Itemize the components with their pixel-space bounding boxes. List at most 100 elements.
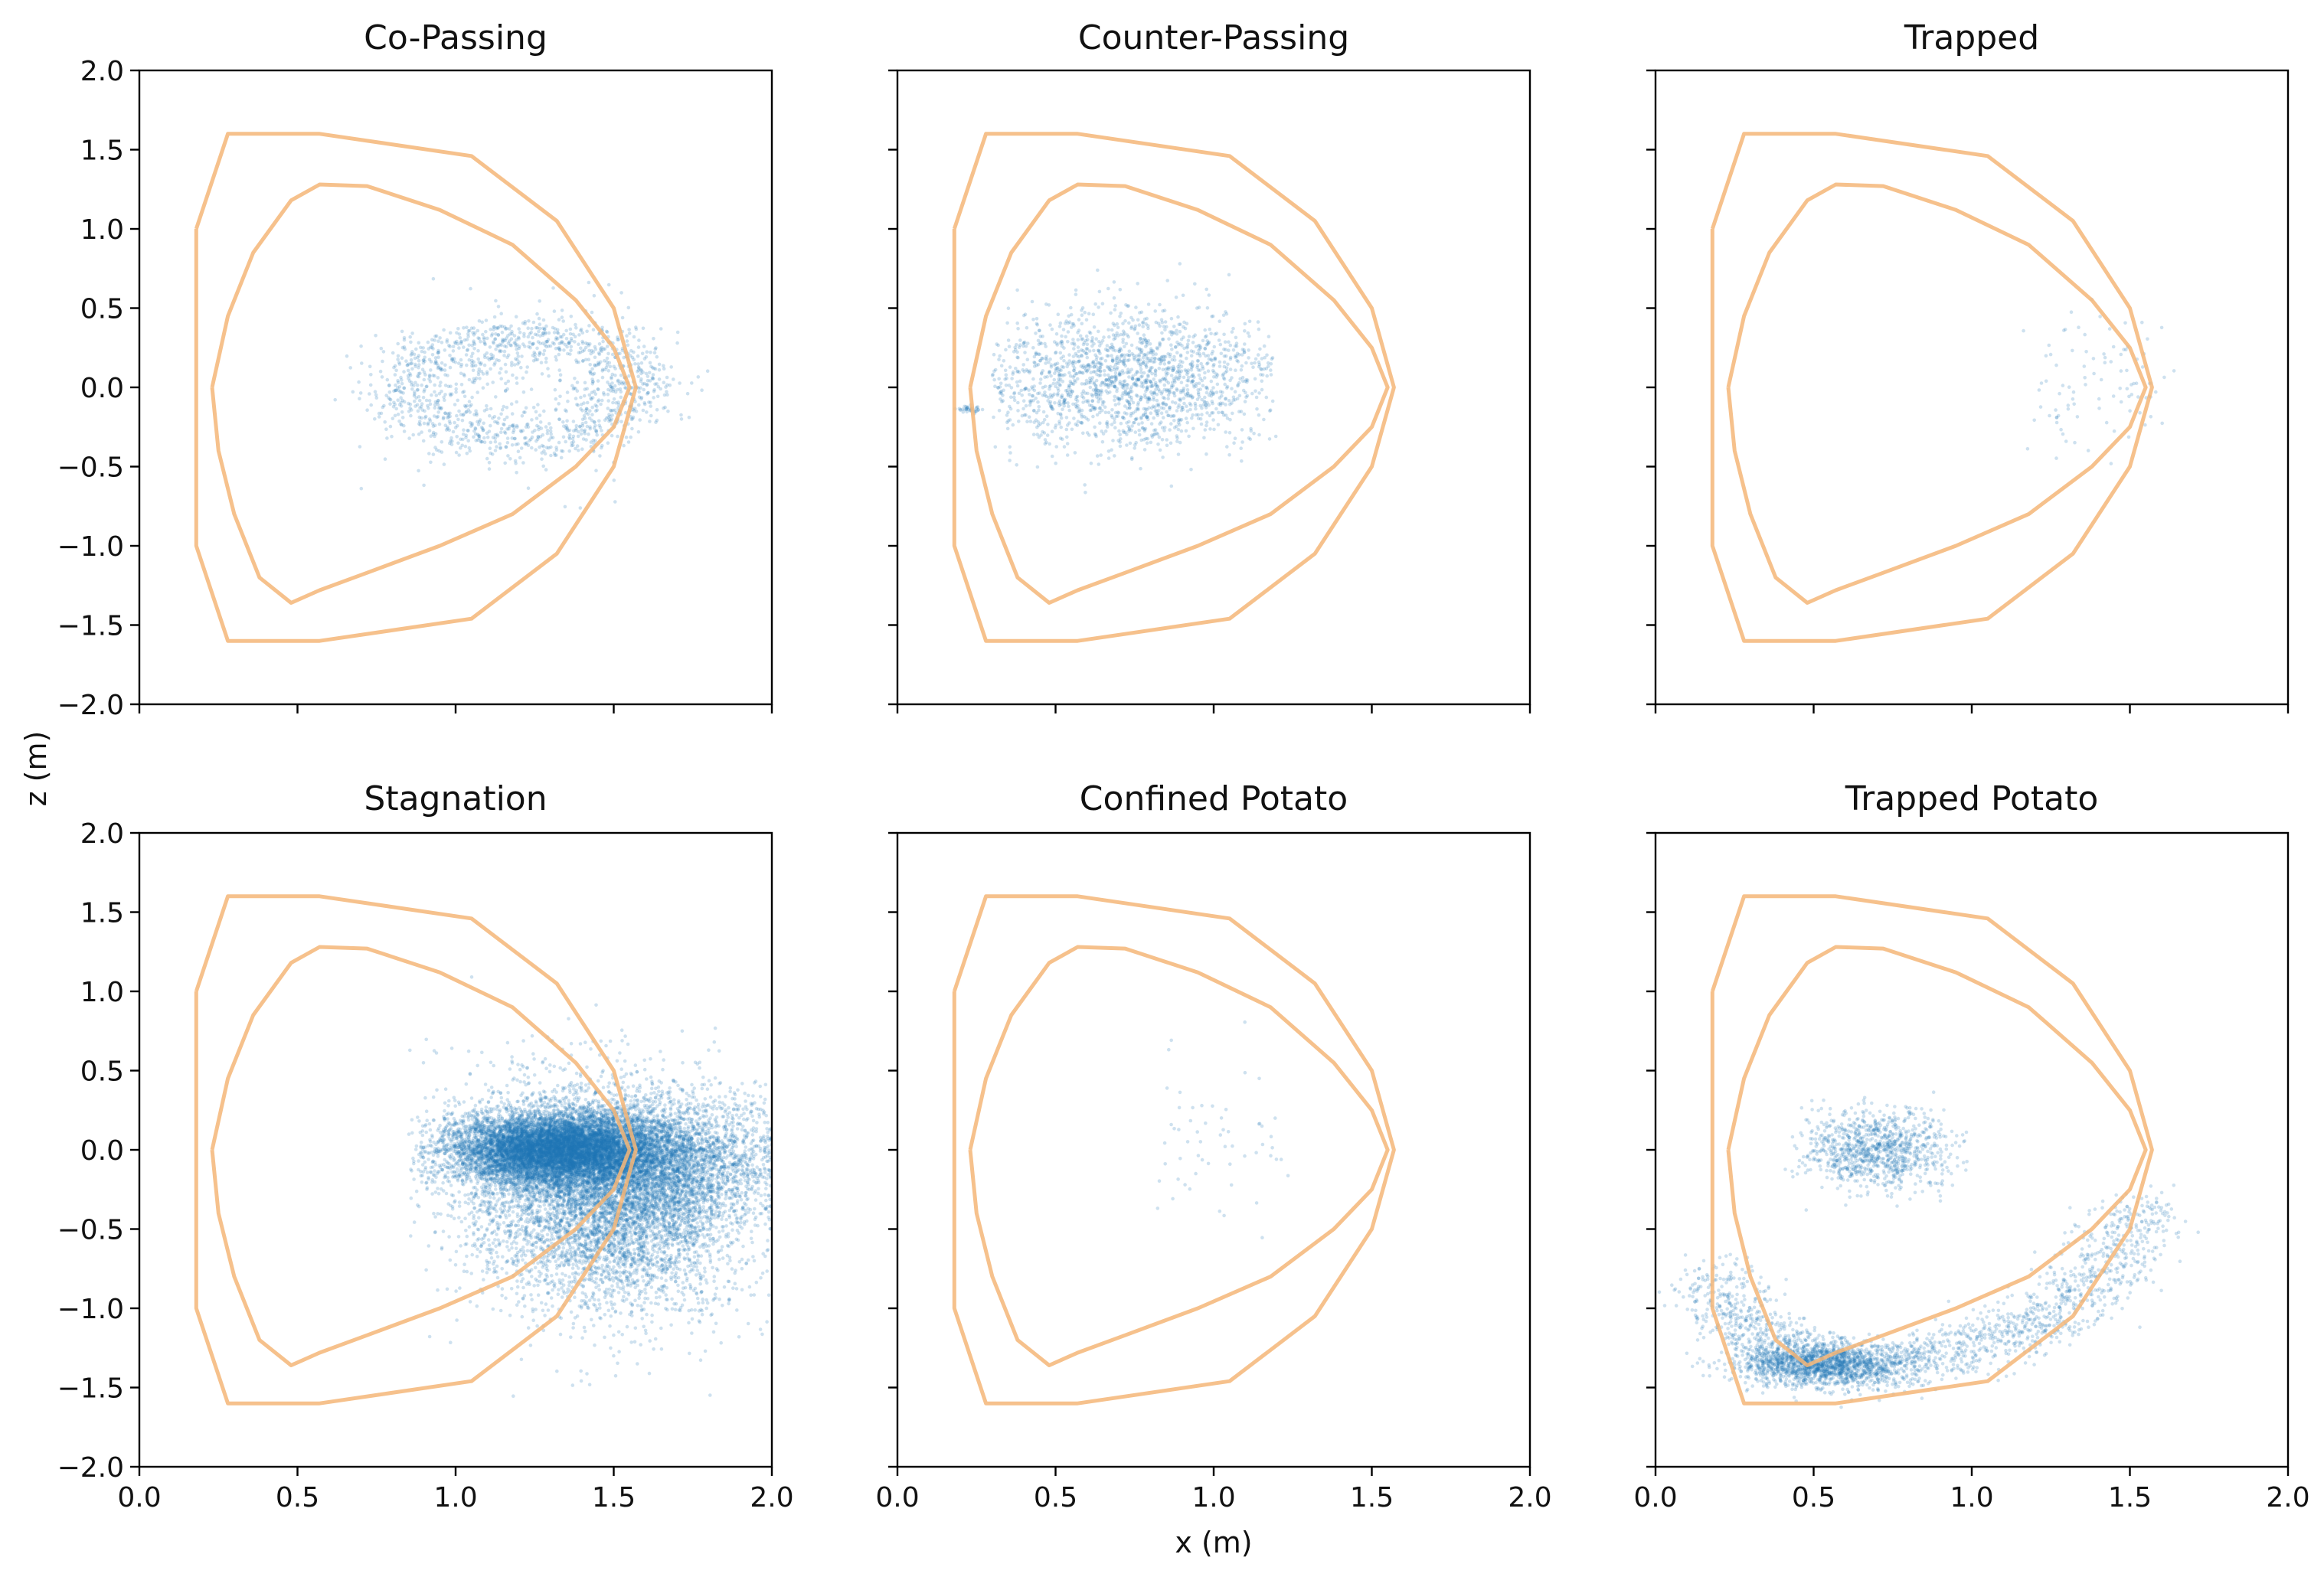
scatter-point (1118, 288, 1123, 292)
scatter-point (402, 370, 406, 374)
scatter-point (429, 368, 433, 372)
scatter-point (430, 422, 435, 426)
scatter-point (1084, 399, 1088, 403)
scatter-point (1023, 387, 1028, 391)
scatter-point (1107, 377, 1111, 381)
scatter-point (468, 420, 472, 425)
scatter-point (1218, 319, 1221, 324)
scatter-point (524, 436, 528, 440)
scatter-point (1107, 367, 1112, 371)
scatter-point (523, 442, 527, 446)
scatter-point (482, 355, 487, 360)
scatter-point (417, 365, 420, 370)
scatter-point (1181, 360, 1185, 364)
scatter-point (1077, 354, 1081, 359)
scatter-point (1024, 344, 1028, 348)
scatter-point (574, 397, 578, 400)
scatter-point (580, 1140, 584, 1144)
scatter-point (1136, 358, 1141, 362)
scatter-point (1114, 375, 1118, 379)
scatter-point (539, 426, 544, 430)
scatter-point (2092, 371, 2096, 376)
scatter-point (1154, 352, 1158, 356)
scatter-point (554, 408, 558, 413)
scatter-point (1097, 389, 1100, 393)
scatter-point (1117, 429, 1121, 433)
scatter-point (1064, 335, 1067, 339)
scatter-point (430, 353, 435, 357)
scatter-point (490, 1149, 494, 1153)
scatter-point (1074, 395, 1078, 400)
scatter-point (1118, 359, 1122, 364)
scatter-point (636, 1182, 641, 1187)
scatter-point (1152, 360, 1157, 364)
scatter-point (409, 353, 413, 357)
scatter-point (1081, 348, 1085, 353)
scatter-point (515, 347, 518, 351)
scatter-point (2132, 381, 2136, 386)
scatter-point (1211, 364, 1215, 368)
scatter-point (1245, 380, 1249, 384)
scatter-point (400, 356, 404, 361)
scatter-point (1158, 302, 1162, 307)
scatter-point (1082, 341, 1087, 344)
scatter-point (464, 405, 468, 409)
scatter-point (422, 377, 427, 382)
scatter-point (423, 409, 427, 413)
scatter-point (1172, 391, 1176, 395)
scatter-point (557, 1148, 561, 1152)
scatter-point (396, 380, 400, 385)
scatter-point (2103, 361, 2107, 365)
scatter-point (1270, 356, 1275, 360)
scatter-point (1125, 386, 1129, 390)
scatter-point (1036, 420, 1040, 424)
scatter-point (577, 351, 581, 355)
scatter-point (1240, 348, 1245, 351)
scatter-point (400, 329, 404, 334)
scatter-point (1038, 377, 1043, 381)
scatter-point (1087, 364, 1091, 368)
scatter-point (1212, 375, 1216, 379)
scatter-point (577, 449, 580, 452)
scatter-point (508, 339, 512, 343)
scatter-point (1128, 406, 1132, 410)
scatter-point (1203, 347, 1208, 351)
scatter-point (1057, 401, 1061, 405)
scatter-point (2159, 325, 2164, 330)
scatter-point (400, 423, 404, 427)
scatter-point (1031, 393, 1035, 398)
scatter-point (1138, 347, 1142, 351)
scatter-point (1080, 408, 1084, 413)
scatter-point (531, 406, 536, 410)
scatter-point (383, 457, 387, 461)
scatter-point (1100, 429, 1103, 433)
scatter-point (1095, 454, 1100, 458)
scatter-point (615, 1131, 619, 1135)
scatter-point (1212, 362, 1216, 367)
scatter-point (599, 348, 603, 352)
scatter-point (588, 342, 592, 346)
scatter-point (1079, 364, 1084, 368)
scatter-point (651, 377, 655, 380)
scatter-point (485, 403, 489, 408)
scatter-point (1178, 397, 1183, 401)
scatter-point (1144, 365, 1149, 369)
scatter-point (534, 448, 538, 452)
scatter-point (464, 433, 469, 437)
scatter-point (431, 433, 436, 436)
scatter-point (491, 380, 495, 384)
scatter-point (485, 356, 490, 360)
scatter-point (1136, 394, 1139, 398)
scatter-point (400, 398, 405, 403)
scatter-point (600, 345, 604, 350)
scatter-point (1205, 411, 1209, 415)
scatter-point (1172, 378, 1177, 383)
scatter-point (1149, 347, 1153, 351)
scatter-point (1065, 388, 1070, 393)
scatter-point (1015, 321, 1019, 325)
scatter-point (1063, 373, 1067, 377)
scatter-point (461, 413, 466, 417)
scatter-point (1078, 334, 1083, 338)
scatter-point (489, 352, 493, 357)
scatter-point (1083, 483, 1087, 487)
